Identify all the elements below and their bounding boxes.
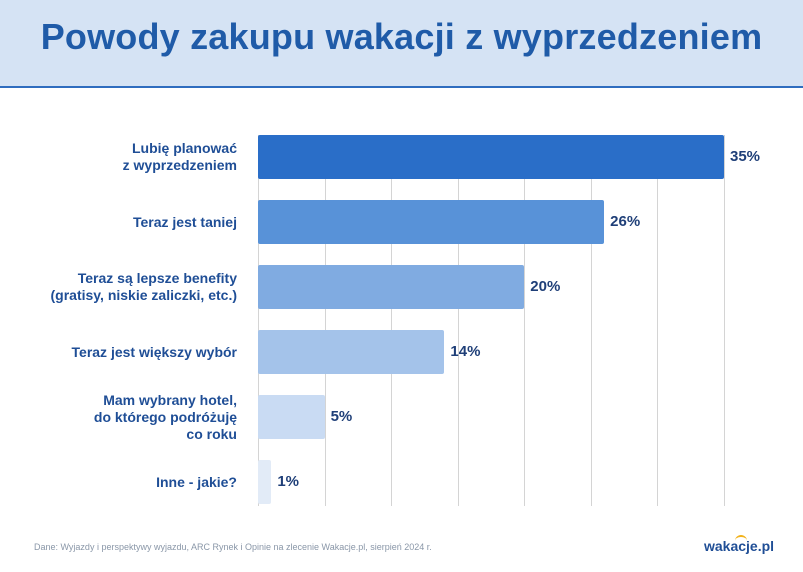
category-label: Teraz jest taniej — [132, 213, 237, 230]
bar — [258, 135, 724, 179]
category-label: Inne - jakie? — [156, 473, 237, 490]
bar — [258, 265, 525, 309]
gridline — [457, 135, 459, 506]
bar — [258, 200, 605, 244]
gridline — [657, 135, 658, 506]
category-label: Mam wybrany hotel, do którego podróżuję … — [93, 391, 237, 442]
value-label: 20% — [530, 278, 561, 295]
logo-text: wakacje.pl — [704, 538, 775, 554]
category-label: Lubię planować z wyprzedzeniem — [122, 140, 237, 173]
value-label: 35% — [730, 148, 761, 165]
page-title: Powody zakupu wakacji z wyprzedzeniem — [40, 16, 763, 57]
value-label: 26% — [610, 213, 641, 230]
gridline — [524, 135, 525, 506]
gridline — [258, 135, 259, 506]
category-label: Teraz jest większy wybór — [71, 343, 237, 360]
value-label: 14% — [450, 343, 481, 360]
value-label: 5% — [330, 408, 353, 425]
category-label: Teraz są lepsze benefity (gratisy, niski… — [50, 270, 237, 303]
source-note: Dane: Wyjazdy i perspektywy wyjazdu, ARC… — [34, 542, 432, 552]
bar — [258, 395, 325, 439]
bar — [258, 330, 445, 374]
gridline — [590, 135, 592, 506]
bar — [258, 460, 272, 504]
gridline — [324, 135, 326, 506]
header-banner: Powody zakupu wakacji z wyprzedzeniem — [0, 0, 803, 88]
bar-chart: 35% Lubię planować z wyprzedzeniem 26% Tera… — [0, 88, 803, 528]
logo-sun-icon — [735, 535, 747, 543]
value-label: 1% — [277, 473, 299, 490]
wakacje-logo: wakacje.pl — [704, 535, 776, 558]
gridline — [391, 135, 392, 506]
gridline — [723, 135, 725, 506]
